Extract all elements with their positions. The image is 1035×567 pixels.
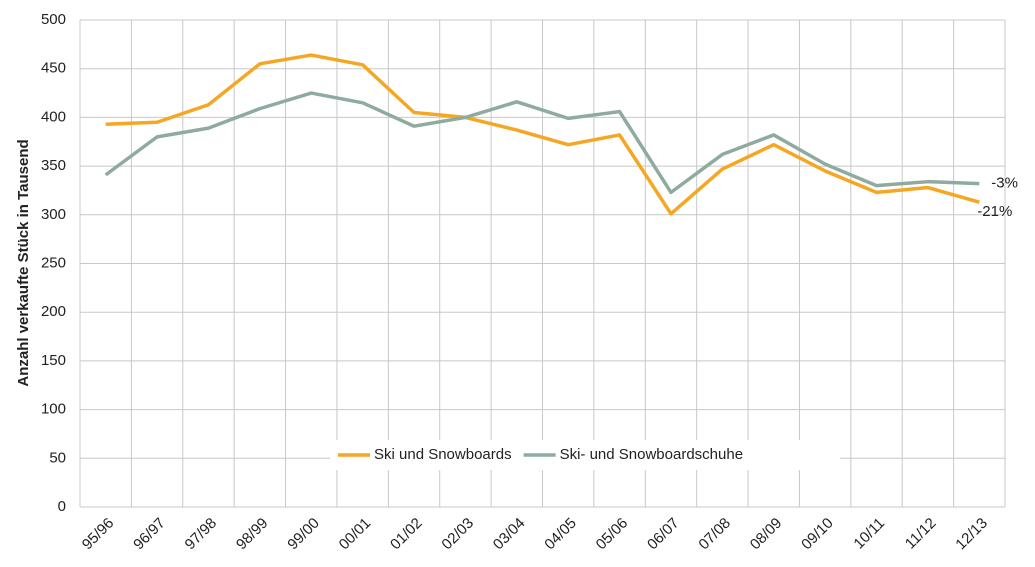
x-tick-label: 95/96 — [79, 515, 118, 554]
y-tick-label: 400 — [41, 108, 66, 125]
y-tick-label: 100 — [41, 401, 66, 418]
y-tick-label: 200 — [41, 303, 66, 320]
x-tick-label: 99/00 — [284, 515, 323, 554]
x-tick-label: 08/09 — [747, 515, 786, 554]
y-tick-label: 350 — [41, 157, 66, 174]
y-tick-label: 300 — [41, 206, 66, 223]
x-tick-label: 11/12 — [902, 515, 940, 553]
legend: Ski und Snowboards Ski- und Snowboardschu… — [330, 440, 840, 470]
x-tick-label: 97/98 — [182, 515, 221, 554]
y-tick-label: 250 — [41, 254, 66, 271]
annotation: -3% — [991, 175, 1018, 192]
x-tick-label: 02/03 — [438, 515, 477, 554]
x-tick-label: 00/01 — [336, 515, 375, 554]
legend-label: Ski- und Snowboardschuhe — [560, 446, 743, 463]
y-tick-label: 150 — [41, 352, 66, 369]
y-tick-label: 450 — [41, 60, 66, 77]
x-tick-label: 06/07 — [644, 515, 683, 554]
annotation: -21% — [977, 203, 1012, 220]
y-tick-label: 50 — [49, 449, 66, 466]
series-line — [105, 53, 980, 216]
x-tick-label: 10/11 — [850, 515, 888, 553]
x-tick-label: 09/10 — [798, 515, 837, 554]
series-line — [104, 91, 980, 195]
x-tick-label: 98/99 — [233, 515, 272, 554]
x-tick-label: 96/97 — [130, 515, 169, 554]
y-tick-label: 0 — [58, 498, 66, 515]
x-tick-label: 03/04 — [490, 515, 529, 554]
x-tick-label: 05/06 — [593, 515, 632, 554]
legend-box — [330, 440, 840, 470]
legend-label: Ski und Snowboards — [374, 446, 512, 463]
y-tick-label: 500 — [41, 11, 66, 28]
x-tick-label: 12/13 — [952, 515, 991, 554]
x-tick-label: 07/08 — [695, 515, 734, 554]
y-axis-label: Anzahl verkaufte Stück in Tausend — [15, 139, 32, 386]
x-tick-label: 04/05 — [541, 515, 580, 554]
x-tick-label: 01/02 — [387, 515, 426, 554]
